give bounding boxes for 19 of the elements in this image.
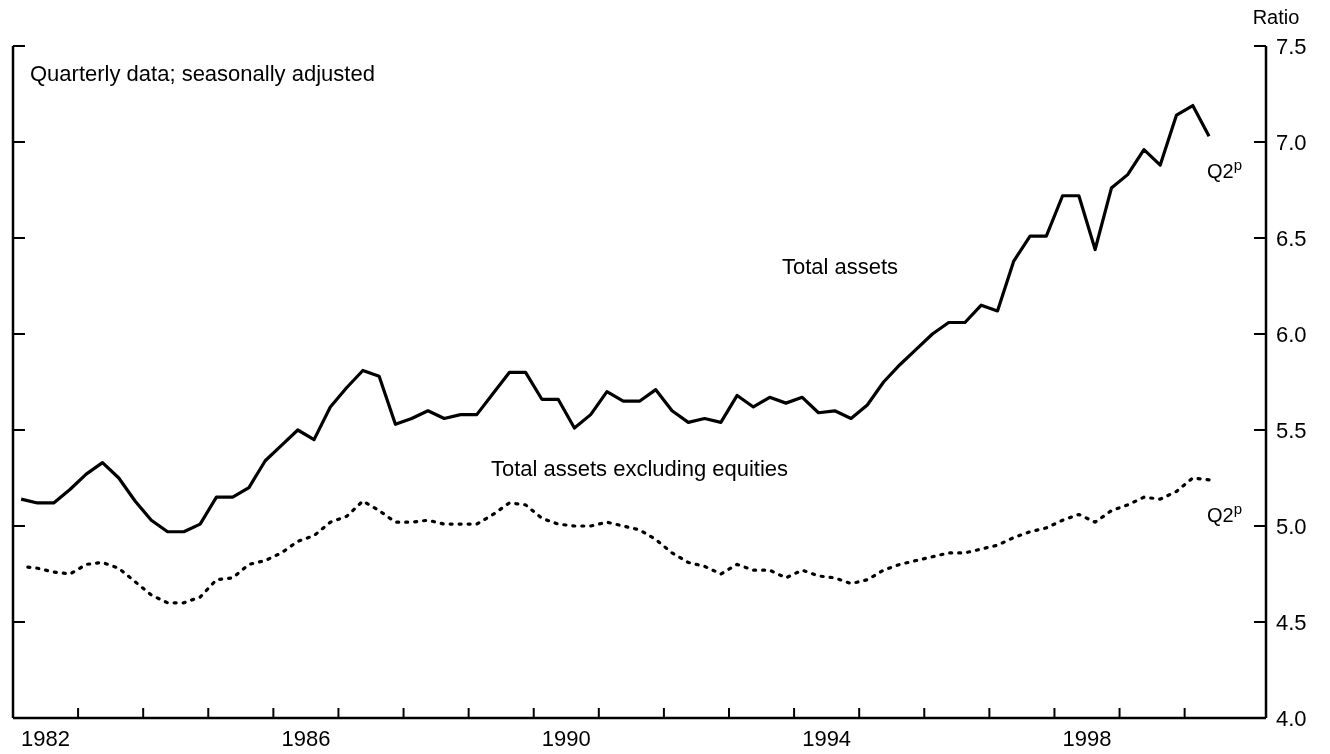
y-tick-label: 6.0 [1276,321,1307,347]
y-tick-label: 7.0 [1276,129,1307,155]
y-tick-label: 4.5 [1276,609,1307,635]
y-tick-label: 4.0 [1276,705,1307,731]
x-tick-label: 1998 [1062,726,1112,751]
annotation: Q2$^{p}$ [1207,499,1243,526]
annotation: Quarterly data; seasonally adjusted [30,61,375,86]
x-tick-label: 1986 [281,726,331,751]
y-tick-label: 7.5 [1276,33,1307,59]
x-tick-label: 1990 [541,726,591,751]
series-label: Total assets excluding equities [490,456,789,482]
x-tick-label: 1994 [802,726,852,751]
y-axis-title: Ratio [1252,6,1300,28]
text: Total assets [781,254,899,280]
y-tick-label: 5.0 [1276,513,1307,539]
x-tick-label: 1982 [21,726,71,751]
y-tick-label: 6.5 [1276,225,1307,251]
y-tick-label: 5.5 [1276,417,1307,443]
annotation: Q2$^{p}$ [1207,155,1243,183]
